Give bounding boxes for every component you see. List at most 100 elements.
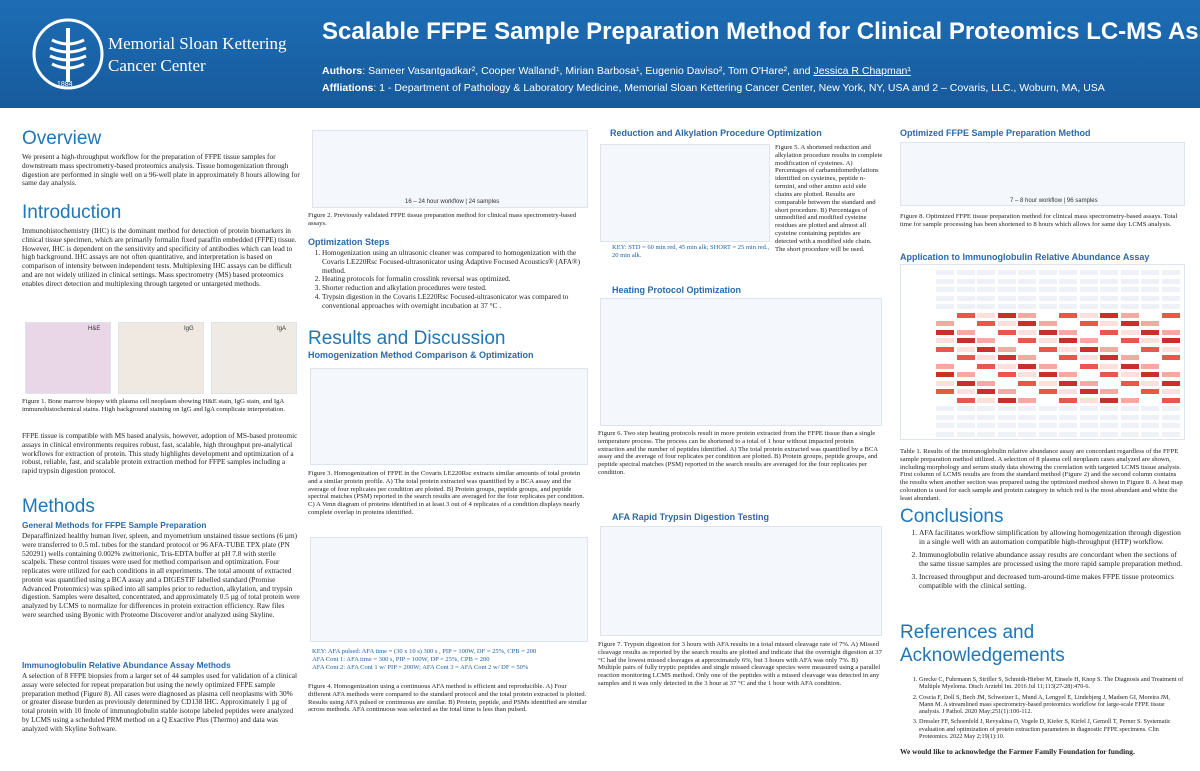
table-cell — [976, 294, 996, 302]
table-cell — [955, 430, 976, 438]
table-cell — [955, 328, 976, 336]
body-text: A selection of 8 FFPE biopsies from a la… — [22, 671, 298, 733]
table-cell — [976, 320, 996, 327]
table-cell — [1078, 277, 1099, 285]
workflow-footer: 16 – 24 hour workflow | 24 samples — [405, 199, 500, 205]
key-line: KEY: AFA pulsed: AFA time = (30 x 10 s) … — [312, 648, 537, 655]
sub-heading: Heating Protocol Optimization — [612, 285, 742, 295]
table-cell — [1037, 362, 1058, 370]
table-cell — [955, 294, 976, 302]
table-cell — [1140, 396, 1160, 404]
table-cell — [1078, 345, 1099, 353]
table-cell — [1058, 328, 1078, 336]
table-cell — [976, 303, 996, 310]
table-cell — [1078, 303, 1099, 310]
table-cell — [1160, 396, 1181, 404]
table-cell — [1078, 294, 1099, 302]
table-cell — [1119, 430, 1140, 438]
table-cell — [1099, 388, 1119, 395]
table-cell — [1017, 396, 1037, 404]
table-cell — [935, 345, 955, 353]
table-cell — [976, 422, 996, 429]
table-cell — [996, 405, 1017, 412]
table-cell — [935, 311, 955, 319]
table-cell — [996, 286, 1017, 293]
table-cell — [1099, 303, 1119, 310]
step: Trypsin digestion in the Covaris LE220Rs… — [322, 292, 590, 311]
table-cell — [1058, 337, 1078, 344]
table-cell — [976, 388, 996, 395]
figure-caption: Figure 7. Trypsin digestion for 3 hours … — [598, 641, 882, 688]
table-cell — [1058, 303, 1078, 310]
table-cell — [1037, 303, 1058, 310]
table-cell — [1099, 337, 1119, 344]
table-cell — [1058, 371, 1078, 378]
authors-list: : Sameer Vasantgadkar², Cooper Walland¹,… — [362, 65, 814, 77]
table-cell — [1037, 388, 1058, 395]
table-cell — [955, 286, 976, 293]
affiliations: Affliations: 1 - Department of Pathology… — [322, 82, 1105, 94]
table-cell — [1058, 286, 1078, 293]
table-cell — [1058, 422, 1078, 429]
key-line: AFA Cont 2: AFA Cont 1 w/ PIP = 200W; AF… — [312, 664, 529, 672]
chart-figure — [600, 526, 882, 636]
table-cell — [1119, 405, 1140, 412]
figure-caption: Figure 3. Homogenization of FFPE in the … — [308, 470, 585, 517]
stain-image — [25, 322, 111, 394]
table-cell — [1037, 311, 1058, 319]
table-cell — [1099, 345, 1119, 353]
sub-heading: Homogenization Method Comparison & Optim… — [308, 350, 534, 360]
reference: Dressler FF, Schoenfeld J, Revyakina O, … — [919, 718, 1185, 740]
table-cell — [1078, 337, 1099, 344]
table-cell — [935, 286, 955, 293]
table-cell — [1078, 320, 1099, 327]
table-cell — [996, 277, 1017, 285]
acknowledgement: We would like to acknowledge the Farmer … — [900, 747, 1135, 756]
figure-caption: Figure 4. Homogenization using a continu… — [308, 683, 587, 714]
figure-caption: Figure 6. Two step heating protocols res… — [598, 430, 878, 477]
table-cell — [1058, 362, 1078, 370]
table-cell — [955, 396, 976, 404]
table-cell — [1037, 328, 1058, 336]
table-cell — [1160, 286, 1181, 293]
table-cell — [1140, 422, 1160, 429]
table-cell — [955, 405, 976, 412]
table-cell — [1140, 371, 1160, 378]
table-cell — [1017, 277, 1037, 285]
table-cell — [1140, 413, 1160, 421]
table-cell — [1160, 328, 1181, 336]
table-cell — [976, 354, 996, 361]
table-cell — [1078, 328, 1099, 336]
table-cell — [976, 311, 996, 319]
table-cell — [955, 371, 976, 378]
table-cell — [976, 345, 996, 353]
table-cell — [1037, 320, 1058, 327]
table-cell — [1099, 269, 1119, 276]
table-cell — [1160, 303, 1181, 310]
table-cell — [996, 345, 1017, 353]
table-cell — [1140, 379, 1160, 387]
table-cell — [976, 430, 996, 438]
table-cell — [996, 413, 1017, 421]
table-cell — [1058, 311, 1078, 319]
table-cell — [1160, 320, 1181, 327]
table-cell — [1160, 422, 1181, 429]
table-cell — [1037, 422, 1058, 429]
table-cell — [1058, 413, 1078, 421]
table-cell — [976, 396, 996, 404]
author-link[interactable]: Jessica R Chapman¹ — [813, 65, 911, 77]
table-cell — [1017, 422, 1037, 429]
table-cell — [1099, 422, 1119, 429]
figure-label: IgA — [277, 326, 287, 332]
stain-image — [211, 322, 297, 394]
table-cell — [1017, 269, 1037, 276]
table-cell — [935, 405, 955, 412]
figure-key: KEY: STD = 60 min red, 45 min alk; SHORT… — [612, 244, 770, 260]
table-cell — [996, 311, 1017, 319]
table-cell — [1017, 405, 1037, 412]
table-cell — [1160, 277, 1181, 285]
table-cell — [1017, 294, 1037, 302]
table-cell — [935, 328, 955, 336]
table-cell — [1078, 286, 1099, 293]
